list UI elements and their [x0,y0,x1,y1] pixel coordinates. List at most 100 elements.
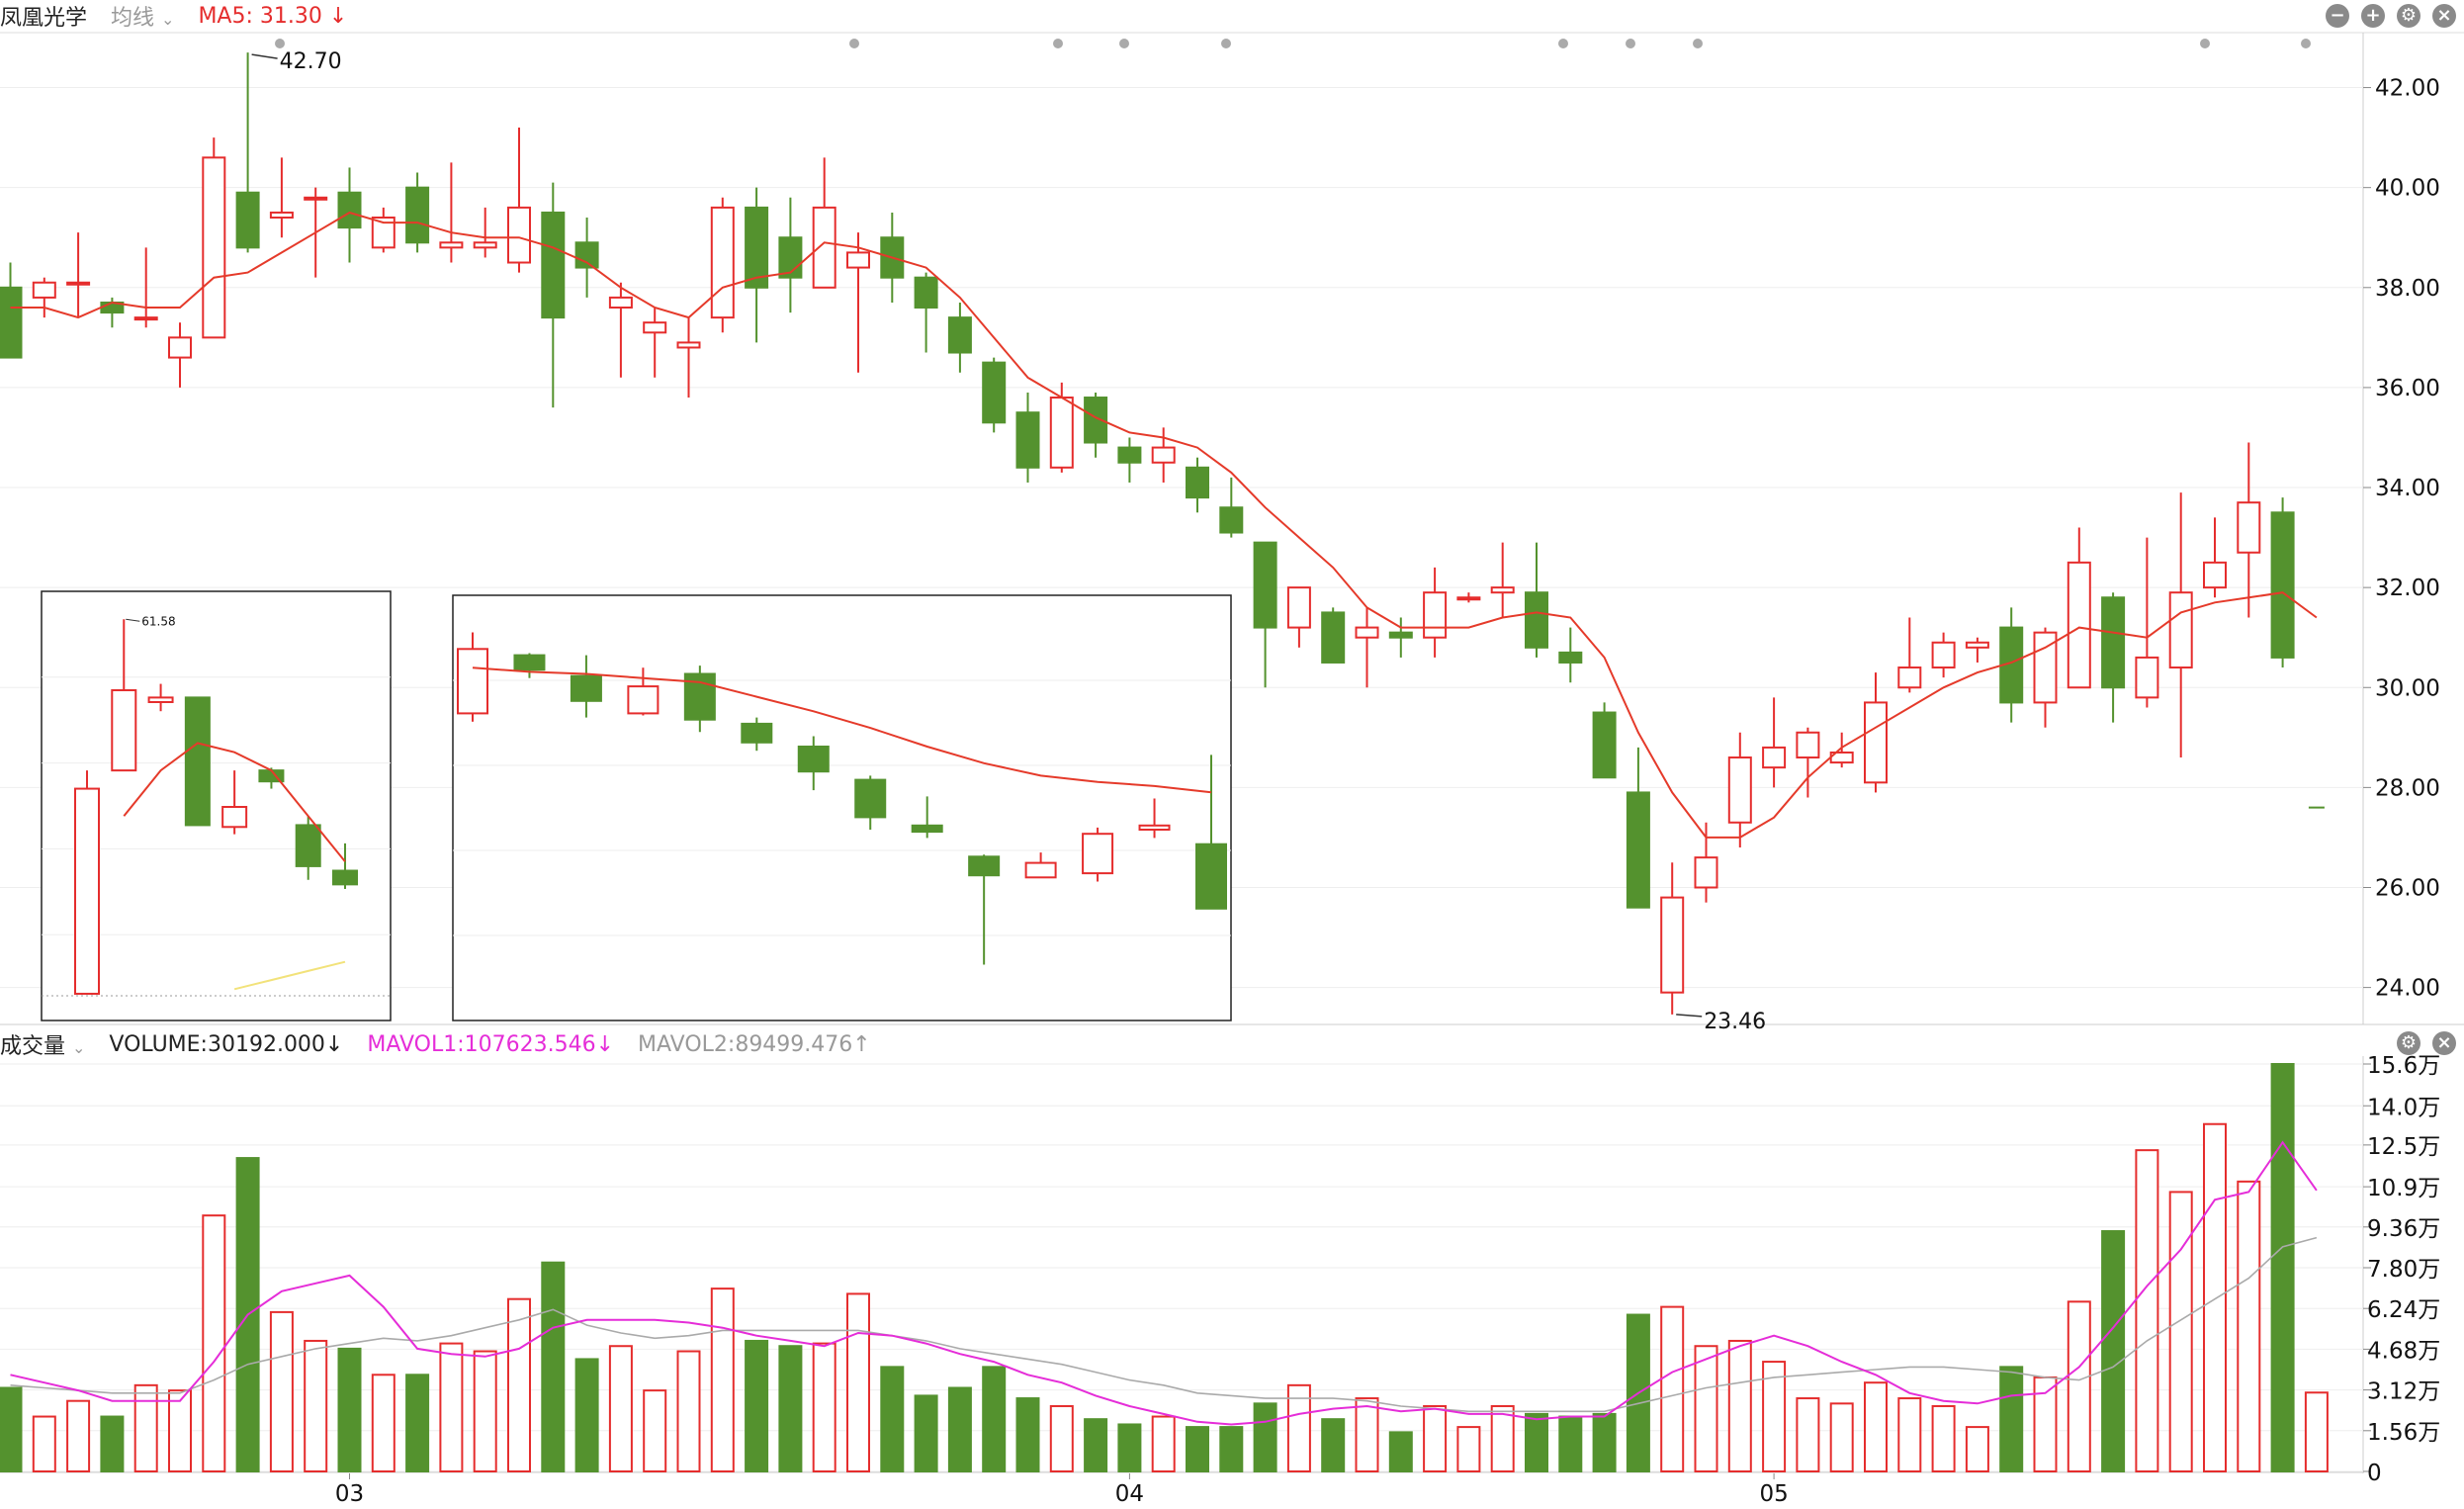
event-marker-icon [1693,39,1703,48]
date-tick-label: 05 [1759,1481,1788,1507]
price-candle [66,281,91,286]
volume-bar [846,1292,870,1473]
volume-bar [1456,1426,1481,1472]
price-candle [439,241,464,249]
volume-bar [100,1415,125,1472]
volume-bar [1015,1397,1040,1472]
price-candle [371,217,396,249]
price-candle [1219,506,1244,534]
volume-bar [1999,1366,2024,1473]
price-candle [1490,586,1515,594]
volume-bar [1490,1404,1515,1473]
volume-bar [0,1386,23,1472]
price-candle [812,206,836,289]
price-candle [1796,731,1820,759]
volume-tick-label: 4.68万 [2367,1338,2440,1364]
volume-readout: VOLUME:30192.000↓ [109,1031,344,1057]
price-candle [574,241,599,269]
event-marker-icon [2200,39,2210,48]
inset-left-candle [221,806,248,829]
volume-bar [168,1389,192,1472]
price-candle [1423,591,1448,639]
volume-bar [1151,1415,1176,1472]
price-candle [202,156,226,339]
price-candle [541,211,566,319]
volume-bar [2168,1191,2193,1473]
inset-left-candle [74,787,100,995]
price-candle [1151,446,1176,464]
inset-middle [452,594,1232,1021]
volume-bar [1049,1404,1074,1473]
price-candle [1321,611,1346,664]
minus-circle-icon[interactable]: − [2326,4,2349,28]
volume-tick-label: 15.6万 [2367,1053,2440,1079]
inset-middle-candle [1024,861,1057,879]
volume-bar [2237,1180,2261,1473]
price-candle [2237,501,2261,554]
close-icon[interactable]: × [2432,1031,2456,1055]
inset-middle-frame [452,594,1232,1021]
inset-left-ma-line [123,742,346,862]
volume-bar [574,1358,599,1473]
volume-bar [676,1350,701,1472]
volume-bar [2203,1122,2227,1472]
event-marker-icon [2301,39,2311,48]
event-marker-icon [1626,39,1635,48]
volume-bar [1525,1412,1548,1473]
volume-bar [880,1366,905,1473]
volume-bar [982,1366,1007,1473]
volume-tick-label: 10.9万 [2367,1176,2440,1201]
inset-middle-candle [741,722,773,744]
volume-bar [947,1386,972,1472]
price-candle [1660,896,1685,994]
volume-bar [710,1287,735,1472]
inset-left-candle [184,696,211,827]
price-candle [643,321,667,334]
mavol2-readout: MAVOL2:89499.476↑ [638,1031,871,1057]
volume-header: 成交量 ⌄ VOLUME:30192.000↓ MAVOL1:107623.54… [0,1028,2365,1060]
price-candle [1897,666,1922,689]
inset-left-ma-yellow-line [233,960,346,991]
price-candle [1117,446,1142,464]
volume-bar [2304,1391,2329,1473]
volume-bars [0,1063,2329,1473]
event-marker-icon [275,39,285,48]
price-candle [2168,591,2193,669]
gear-icon[interactable]: ⚙ [2397,4,2420,28]
volume-bar [1727,1339,1752,1473]
volume-bar [643,1389,667,1472]
inset-left-candle [111,689,137,772]
volume-bar [541,1261,566,1472]
close-icon[interactable]: × [2432,4,2456,28]
price-tick-label: 42.00 [2375,76,2440,102]
date-tick-label: 04 [1115,1481,1144,1507]
price-extreme-label: 23.46 [1704,1010,1766,1034]
inset-left-candle [147,696,174,703]
indicator-dropdown[interactable]: 均线 ⌄ [111,0,174,32]
volume-bar [1796,1397,1820,1472]
volume-bar [1186,1426,1209,1472]
volume-bar [405,1374,430,1473]
volume-tick-label: 0 [2367,1461,2382,1486]
plus-circle-icon[interactable]: + [2361,4,2385,28]
volume-bar [1660,1305,1685,1472]
price-candle [2270,511,2295,659]
volume-bar [32,1415,56,1472]
ma5-readout: MA5: 31.30 ↓ [198,3,348,29]
price-candle [1762,746,1787,769]
price-candle [1864,701,1888,784]
price-candle [745,206,769,289]
volume-bar [745,1339,769,1473]
inset-left [41,590,392,1021]
volume-bar [337,1347,362,1473]
volume-indicator-dropdown[interactable]: 成交量 ⌄ [0,1028,85,1060]
inset-left-candle [332,869,358,886]
volume-bar [66,1399,91,1472]
gear-icon[interactable]: ⚙ [2397,1031,2420,1055]
volume-bar [1592,1412,1617,1473]
volume-bar [439,1342,464,1472]
price-tick-label: 30.00 [2375,675,2440,701]
inset-middle-candle [1082,833,1114,875]
volume-bar [473,1350,497,1472]
